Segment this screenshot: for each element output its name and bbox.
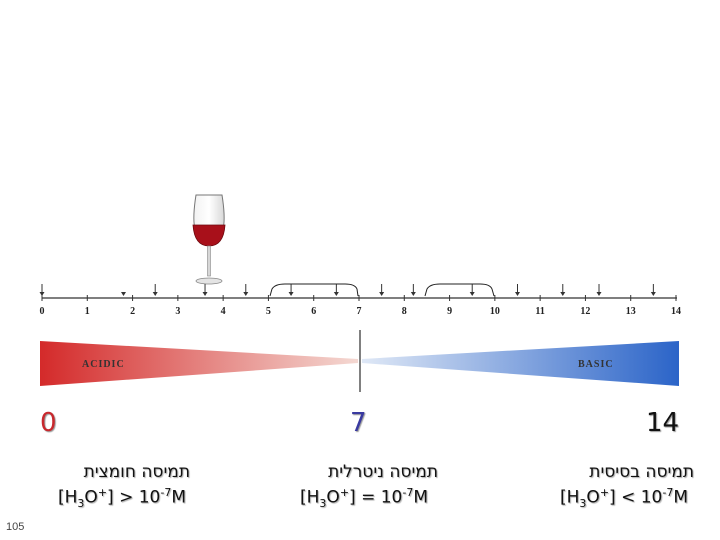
arrow-6 <box>379 284 385 296</box>
basic-formula: [H3O+] < 10-7M <box>560 486 689 511</box>
basic-number: 14 <box>646 408 680 438</box>
basic-band-label: BASIC <box>578 359 614 370</box>
arrow-9 <box>515 284 520 296</box>
neutral-formula: [H3O+] = 10-7M <box>300 486 429 511</box>
ph-tick-label-5: 5 <box>266 306 271 317</box>
slide-number: 105 <box>6 521 25 533</box>
arrow-11 <box>596 284 602 296</box>
ph-tick-label-6: 6 <box>311 306 316 317</box>
ph-ticks: 0 1 2 3 4 5 6 7 8 9 10 11 12 13 14 <box>40 295 681 317</box>
arrow-4 <box>288 284 294 296</box>
acidic-number: 0 <box>40 408 57 438</box>
ph-tick-label-4: 4 <box>221 306 226 317</box>
acidic-band <box>40 341 358 386</box>
ph-tick-label-3: 3 <box>175 306 180 317</box>
arrow-3 <box>243 284 249 296</box>
small-arrow-0 <box>121 292 127 296</box>
bracket-right <box>424 283 495 297</box>
wine-glass-icon <box>192 194 226 285</box>
arrow-5 <box>333 284 339 296</box>
neutral-number: 7 <box>350 408 367 438</box>
ph-tick-label-1: 1 <box>85 306 90 317</box>
ph-tick-label-11: 11 <box>535 306 544 317</box>
ph-tick-label-13: 13 <box>626 306 636 317</box>
ph-tick-label-14: 14 <box>671 306 681 317</box>
ph-tick-label-0: 0 <box>40 306 45 317</box>
arrow-0 <box>39 284 45 296</box>
ph-tick-label-8: 8 <box>402 306 407 317</box>
neutral-heading: תמיסה ניטרלית <box>328 462 438 482</box>
ph-tick-label-2: 2 <box>130 306 135 317</box>
ph-tick-label-7: 7 <box>357 306 362 317</box>
ph-tick-label-12: 12 <box>580 306 590 317</box>
basic-heading: תמיסה בסיסית <box>589 462 694 482</box>
arrow-10 <box>560 284 566 296</box>
ph-tick-label-10: 10 <box>490 306 500 317</box>
bracket-left <box>269 283 359 297</box>
arrow-12 <box>650 284 656 296</box>
ph-tick-label-9: 9 <box>447 306 452 317</box>
arrow-8 <box>469 284 475 296</box>
arrow-2 <box>202 284 208 296</box>
arrow-1 <box>152 284 158 296</box>
arrow-7 <box>410 284 416 296</box>
acidic-band-label: ACIDIC <box>82 359 125 370</box>
acidic-heading: תמיסה חומצית <box>83 462 190 482</box>
acidic-formula: [H3O+] > 10-7M <box>58 486 187 511</box>
ph-arrows <box>39 284 656 296</box>
basic-band <box>362 341 679 386</box>
